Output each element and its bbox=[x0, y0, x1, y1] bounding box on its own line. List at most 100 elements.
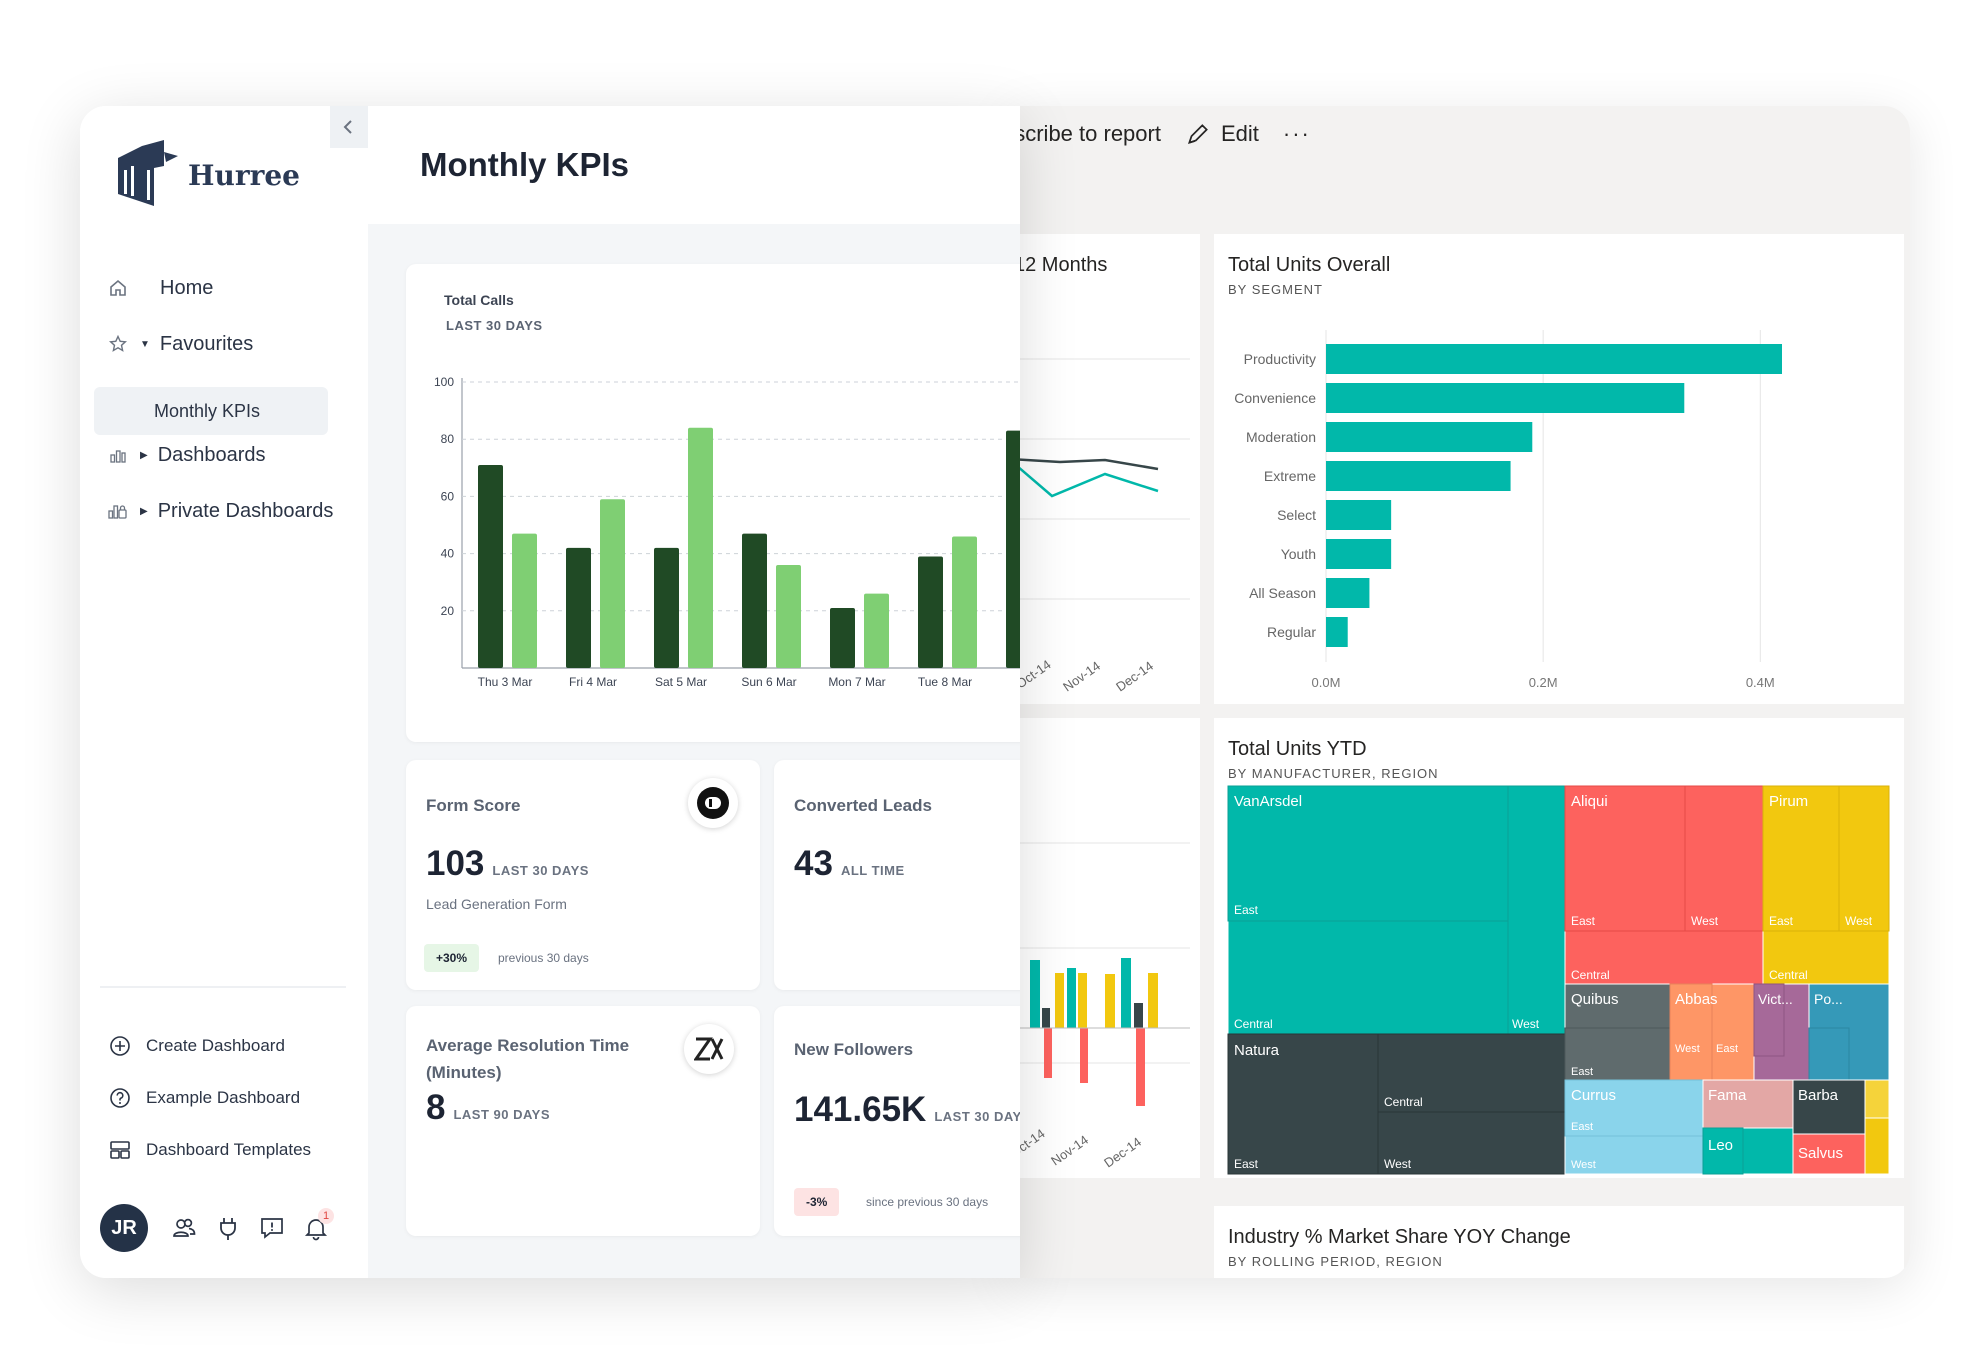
dashboard-templates-button[interactable]: Dashboard Templates bbox=[108, 1138, 311, 1162]
treemap-vanarsdel-central: Central bbox=[1234, 1017, 1273, 1031]
avg-resolution-period: LAST 90 DAYS bbox=[453, 1107, 551, 1122]
nav-dashboards[interactable]: ▶ Dashboards bbox=[106, 443, 266, 467]
nav-favourites[interactable]: ▼ Favourites bbox=[106, 332, 253, 356]
private-dashboard-icon bbox=[106, 499, 130, 523]
category-label-3: Extreme bbox=[1264, 468, 1316, 484]
hbar-7 bbox=[1326, 617, 1348, 647]
new-followers-value-row: 141.65K LAST 30 DAYS bbox=[794, 1090, 1020, 1130]
pencil-icon bbox=[1187, 124, 1208, 145]
notification-count-badge: 1 bbox=[318, 1208, 334, 1224]
example-dashboard-button[interactable]: Example Dashboard bbox=[108, 1086, 300, 1110]
bar-dark-3 bbox=[742, 533, 767, 668]
chat-icon[interactable] bbox=[258, 1214, 286, 1242]
hbar-1 bbox=[1326, 383, 1685, 413]
bar-dark-0 bbox=[478, 464, 503, 668]
create-dashboard-button[interactable]: Create Dashboard bbox=[108, 1034, 285, 1058]
bar-chart-icon bbox=[106, 443, 130, 467]
treemap-abbas[interactable]: Abbas bbox=[1675, 991, 1718, 1008]
users-icon[interactable] bbox=[170, 1214, 198, 1242]
avatar[interactable]: JR bbox=[100, 1204, 148, 1252]
avg-resolution-card[interactable]: Average Resolution Time (Minutes) 8 LAST … bbox=[406, 1006, 760, 1236]
nav-home[interactable]: Home bbox=[106, 276, 213, 300]
treemap-aliqui-east: East bbox=[1571, 914, 1596, 928]
page-header: Monthly KPIs bbox=[368, 106, 1020, 224]
hbar-0 bbox=[1326, 344, 1782, 374]
sidebar: Hurree Home ▼ Favourites Monthly KPIs ▶ … bbox=[80, 106, 368, 1278]
caret-right-icon: ▶ bbox=[140, 449, 148, 461]
hurree-logo-icon bbox=[118, 140, 178, 206]
column-chart-card: Oct-14 Nov-14 Dec-14 bbox=[1010, 718, 1200, 1178]
y-tick-20: 20 bbox=[441, 604, 455, 618]
treemap-leo[interactable]: Leo bbox=[1708, 1137, 1733, 1154]
converted-leads-title: Converted Leads bbox=[794, 796, 932, 815]
sidebar-divider bbox=[100, 986, 346, 988]
treemap-quibus[interactable]: Quibus bbox=[1571, 991, 1619, 1008]
bar-light-3 bbox=[776, 565, 801, 668]
example-dashboard-label: Example Dashboard bbox=[146, 1088, 301, 1107]
form-score-card[interactable]: Form Score 103 LAST 30 DAYS Lead Generati… bbox=[406, 760, 760, 990]
x-tick-2: 0.4M bbox=[1746, 675, 1775, 690]
market-share-title: Industry % Market Share YOY Change bbox=[1228, 1226, 1571, 1248]
treemap-currus[interactable]: Currus bbox=[1571, 1087, 1616, 1104]
create-dashboard-label: Create Dashboard bbox=[146, 1036, 285, 1055]
plus-circle-icon bbox=[108, 1034, 132, 1058]
nav-monthly-kpis[interactable]: Monthly KPIs bbox=[94, 387, 328, 435]
notifications-bell-icon[interactable]: 1 bbox=[302, 1208, 334, 1242]
nav-private-dashboards[interactable]: ▶ Private Dashboards bbox=[106, 499, 333, 523]
bar-dark-1 bbox=[566, 547, 591, 668]
bar-dark-6 bbox=[1006, 430, 1020, 668]
category-label-7: Regular bbox=[1267, 624, 1316, 640]
bar-light-4 bbox=[864, 593, 889, 668]
nav-private-dashboards-label: Private Dashboards bbox=[157, 499, 334, 522]
line-chart-card: 12 Months Oct-14 Nov-14 Dec-14 bbox=[1010, 234, 1200, 704]
treemap-salvus[interactable]: Salvus bbox=[1798, 1145, 1843, 1162]
treemap-vanarsdel[interactable]: VanArsdel bbox=[1234, 793, 1302, 810]
y-tick-100: 100 bbox=[434, 375, 454, 389]
x-tick-1: Fri 4 Mar bbox=[569, 675, 617, 689]
dashboard-templates-label: Dashboard Templates bbox=[146, 1140, 312, 1159]
new-followers-change-label: since previous 30 days bbox=[866, 1195, 989, 1209]
new-followers-period: LAST 30 DAYS bbox=[934, 1109, 1020, 1124]
line-chart-plot: Oct-14 Nov-14 Dec-14 bbox=[1010, 358, 1190, 694]
hbar-3 bbox=[1326, 461, 1511, 491]
plug-icon[interactable] bbox=[214, 1214, 242, 1242]
treemap-vict[interactable]: Vict... bbox=[1758, 991, 1793, 1007]
x-tick-2: Sat 5 Mar bbox=[655, 675, 707, 689]
line-series-dark bbox=[1010, 457, 1159, 471]
converted-leads-card[interactable]: Converted Leads 43 ALL TIME bbox=[774, 760, 1020, 990]
treemap-vanarsdel-west: West bbox=[1512, 1017, 1540, 1031]
bar-x-tick-nov-14: Nov-14 bbox=[1048, 1132, 1091, 1168]
subscribe-to-report-button[interactable]: bscribe to report bbox=[1010, 121, 1161, 146]
typeform-icon bbox=[688, 778, 738, 828]
bar-dark-5 bbox=[918, 556, 943, 668]
nav-monthly-kpis-label: Monthly KPIs bbox=[154, 400, 261, 421]
category-label-2: Moderation bbox=[1246, 429, 1316, 445]
form-score-value-row: 103 LAST 30 DAYS bbox=[426, 844, 589, 884]
edit-button[interactable]: Edit bbox=[1185, 121, 1259, 147]
new-followers-change-badge: -3% bbox=[794, 1188, 840, 1216]
x-tick-3: Sun 6 Mar bbox=[741, 675, 796, 689]
hurree-logo[interactable]: Hurree bbox=[114, 140, 300, 210]
new-followers-card[interactable]: New Followers 141.65K LAST 30 DAYS -3% si… bbox=[774, 1006, 1020, 1236]
treemap-barba[interactable]: Barba bbox=[1798, 1087, 1839, 1104]
treemap-fama[interactable]: Fama bbox=[1708, 1087, 1747, 1104]
treemap-pirum[interactable]: Pirum bbox=[1769, 793, 1808, 810]
bar-light-2 bbox=[688, 427, 713, 668]
treemap-aliqui[interactable]: Aliqui bbox=[1571, 793, 1608, 810]
total-calls-chart: 20 40 60 80 100 Thu 3 Mar Fri 4 Mar Sat 5 Mar Su… bbox=[434, 375, 1020, 689]
category-label-5: Youth bbox=[1281, 546, 1316, 562]
help-circle-icon bbox=[108, 1086, 132, 1110]
converted-leads-period: ALL TIME bbox=[840, 863, 905, 878]
treemap-aliqui-central: Central bbox=[1571, 968, 1610, 982]
more-options-button[interactable]: ··· bbox=[1282, 121, 1311, 146]
treemap-abbas-east: East bbox=[1716, 1043, 1738, 1055]
avg-resolution-value: 8 bbox=[426, 1088, 446, 1127]
treemap-po[interactable]: Po... bbox=[1814, 991, 1843, 1007]
line-chart-title: 12 Months bbox=[1014, 254, 1108, 276]
total-calls-card[interactable]: Total Calls LAST 30 DAYS 20 40 60 80 100 Thu … bbox=[406, 264, 1020, 742]
total-calls-title: Total Calls bbox=[444, 292, 514, 308]
logo-text: Hurree bbox=[188, 158, 300, 192]
collapse-sidebar-button[interactable] bbox=[330, 106, 368, 148]
units-ytd-subtitle: BY MANUFACTURER, REGION bbox=[1228, 766, 1439, 781]
treemap-natura[interactable]: Natura bbox=[1234, 1042, 1280, 1059]
